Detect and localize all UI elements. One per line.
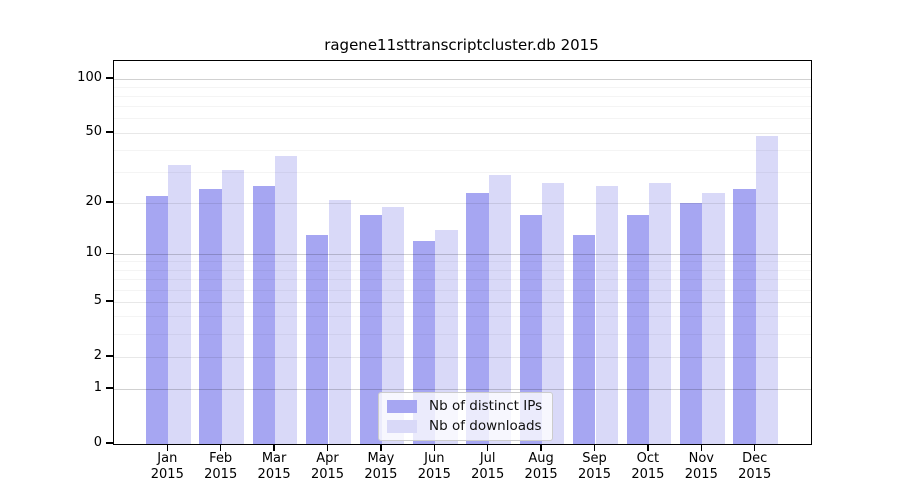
legend-label-downloads: Nb of downloads	[429, 418, 542, 434]
legend-swatch-distinct-ips-icon	[387, 399, 417, 413]
y-tick-label-5: 5	[93, 293, 102, 309]
bar-ips-jan	[146, 196, 169, 444]
bar-downloads-nov	[702, 192, 725, 444]
x-tick-label-may: May 2015	[364, 451, 398, 482]
bar-ips-mar	[252, 186, 276, 444]
y-tick-mark-5	[106, 300, 113, 303]
y-tick-mark-20	[106, 201, 113, 203]
x-tick-label-sep: Sep 2015	[577, 451, 612, 482]
legend-label-distinct-ips: Nb of distinct IPs	[429, 398, 543, 414]
bar-downloads-jan	[168, 165, 191, 444]
bar-ips-feb	[199, 189, 222, 444]
x-tick-mark-aug	[540, 444, 542, 451]
x-tick-mark-may	[380, 444, 382, 451]
y-tick-label-20: 20	[85, 194, 102, 210]
bar-ips-may	[359, 215, 382, 444]
x-tick-mark-jul	[486, 444, 489, 451]
gridline-80	[114, 95, 811, 97]
y-tick-mark-2	[106, 355, 113, 357]
y-tick-label-1: 1	[93, 380, 102, 396]
y-tick-mark-0	[106, 442, 113, 444]
y-tick-mark-100	[106, 77, 113, 79]
bar-ips-sep	[573, 235, 596, 444]
bar-downloads-mar	[275, 156, 298, 444]
bar-downloads-oct	[648, 183, 672, 444]
bar-ips-jul	[466, 192, 489, 444]
x-tick-label-feb: Feb 2015	[204, 451, 238, 482]
chart-title: ragene11sttranscriptcluster.db 2015	[324, 36, 599, 54]
gridline-70	[114, 106, 811, 108]
bar-downloads-jun	[435, 229, 458, 444]
y-tick-label-50: 50	[85, 124, 102, 140]
bar-downloads-aug	[542, 183, 565, 444]
x-tick-mark-feb	[219, 444, 222, 451]
bar-downloads-dec	[755, 136, 778, 444]
bar-ips-aug	[519, 215, 543, 444]
x-tick-label-oct: Oct 2015	[631, 451, 665, 482]
plot-area: Nb of distinct IPs Nb of downloads	[113, 60, 812, 445]
gridline-100	[114, 78, 811, 80]
y-tick-mark-1	[106, 387, 113, 389]
legend-item-distinct-ips: Nb of distinct IPs	[387, 398, 542, 414]
x-tick-mark-jan	[166, 444, 169, 451]
bar-ips-dec	[733, 189, 756, 444]
bar-ips-apr	[306, 235, 329, 444]
x-tick-mark-nov	[700, 444, 703, 451]
x-tick-label-apr: Apr 2015	[310, 451, 345, 482]
x-tick-label-jul: Jul 2015	[471, 451, 505, 482]
x-tick-mark-dec	[753, 444, 756, 451]
x-tick-mark-mar	[273, 444, 275, 451]
x-tick-label-jan: Jan 2015	[150, 451, 184, 482]
legend-swatch-downloads-icon	[387, 419, 417, 433]
x-tick-label-dec: Dec 2015	[738, 451, 772, 482]
legend: Nb of distinct IPs Nb of downloads	[378, 392, 554, 441]
gridline-40	[114, 149, 811, 151]
x-tick-mark-apr	[326, 444, 329, 451]
y-tick-label-10: 10	[85, 245, 102, 261]
y-tick-mark-50	[106, 131, 113, 133]
bar-downloads-feb	[221, 169, 244, 444]
x-tick-label-nov: Nov 2015	[684, 451, 718, 482]
bar-downloads-sep	[595, 186, 618, 444]
y-tick-mark-10	[106, 252, 113, 255]
bar-ips-oct	[626, 215, 649, 444]
y-tick-label-2: 2	[93, 348, 102, 364]
x-tick-label-aug: Aug 2015	[524, 451, 558, 482]
gridline-50	[114, 132, 811, 134]
gridline-90	[114, 86, 811, 88]
gridline-60	[114, 118, 811, 120]
x-tick-label-jun: Jun 2015	[417, 451, 451, 482]
legend-item-downloads: Nb of downloads	[387, 418, 542, 434]
gridline-30	[114, 171, 811, 173]
bar-downloads-jul	[488, 175, 511, 444]
x-tick-mark-oct	[647, 444, 649, 451]
y-tick-label-100: 100	[77, 70, 102, 85]
y-tick-label-0: 0	[93, 435, 102, 450]
x-tick-mark-sep	[593, 444, 596, 451]
x-tick-mark-jun	[433, 444, 436, 451]
bar-downloads-may	[381, 207, 405, 444]
x-tick-label-mar: Mar 2015	[257, 451, 291, 482]
bar-downloads-apr	[328, 199, 351, 444]
bar-ips-nov	[680, 203, 703, 444]
